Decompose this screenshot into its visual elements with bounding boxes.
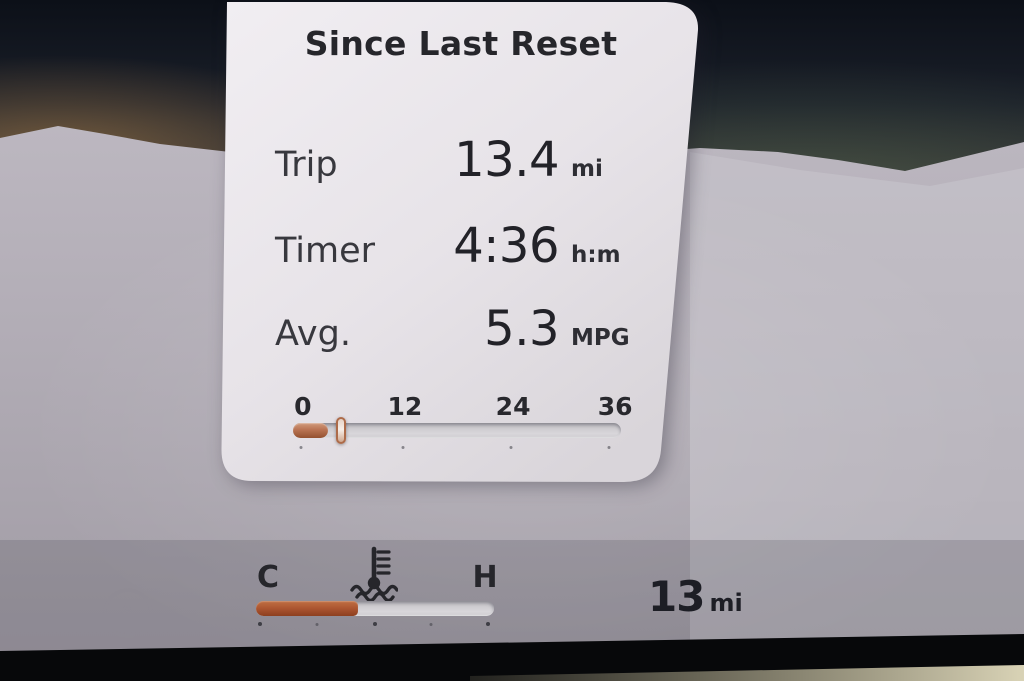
avg-row: Avg. 5.3 MPG [275,301,633,359]
coolant-temperature-icon [350,546,398,601]
timer-row: Timer 4:36 h:m [275,218,633,276]
mpg-gauge-ticks: 0 12 24 36 [293,392,632,421]
trip-value: 13.4 [454,132,559,188]
coolant-gauge-fill [256,601,359,616]
svg-text:A: A [117,597,136,630]
card-title: Since Last Reset [304,24,618,63]
trip-label: Trip [275,145,338,185]
scale-dot [401,446,405,449]
coolant-cold-label: C [256,560,280,595]
mpg-gauge-fill [293,423,328,438]
gauge-tick-label: 24 [495,392,531,421]
scale-dot [509,446,513,449]
timer-value: 4:36 [453,218,559,274]
range-unit: mi [709,589,743,617]
timer-unit: h:m [571,242,621,268]
gauge-tick-label: 12 [387,392,423,421]
trip-unit: mi [571,156,603,182]
auto-start-stop-icon: A [103,588,153,638]
bottom-bezel [0,634,1024,681]
gauge-tick-label: 36 [597,392,633,421]
scale-dot [372,622,377,626]
scale-dot [607,446,611,449]
mpg-gauge-track [293,417,621,444]
range-value: 13 [648,572,705,621]
scale-dot [258,622,263,626]
mpg-gauge-marker [336,417,347,444]
dashboard-trim [470,665,1024,681]
scale-dot [315,623,319,626]
range-display: 13 mi [648,572,743,621]
mpg-gauge-dots [293,445,621,451]
scale-dot [486,622,491,626]
timer-label: Timer [275,231,376,271]
avg-unit: MPG [571,325,630,351]
scale-dot [429,623,433,626]
avg-value: 5.3 [484,301,559,357]
avg-label: Avg. [275,314,351,354]
trip-row: Trip 13.4 mi [275,132,633,190]
coolant-hot-label: H [472,560,498,595]
gauge-tick-label: 0 [294,392,312,421]
scale-dot [299,446,303,449]
coolant-gauge-track [256,601,494,616]
coolant-gauge-dots [256,622,494,628]
